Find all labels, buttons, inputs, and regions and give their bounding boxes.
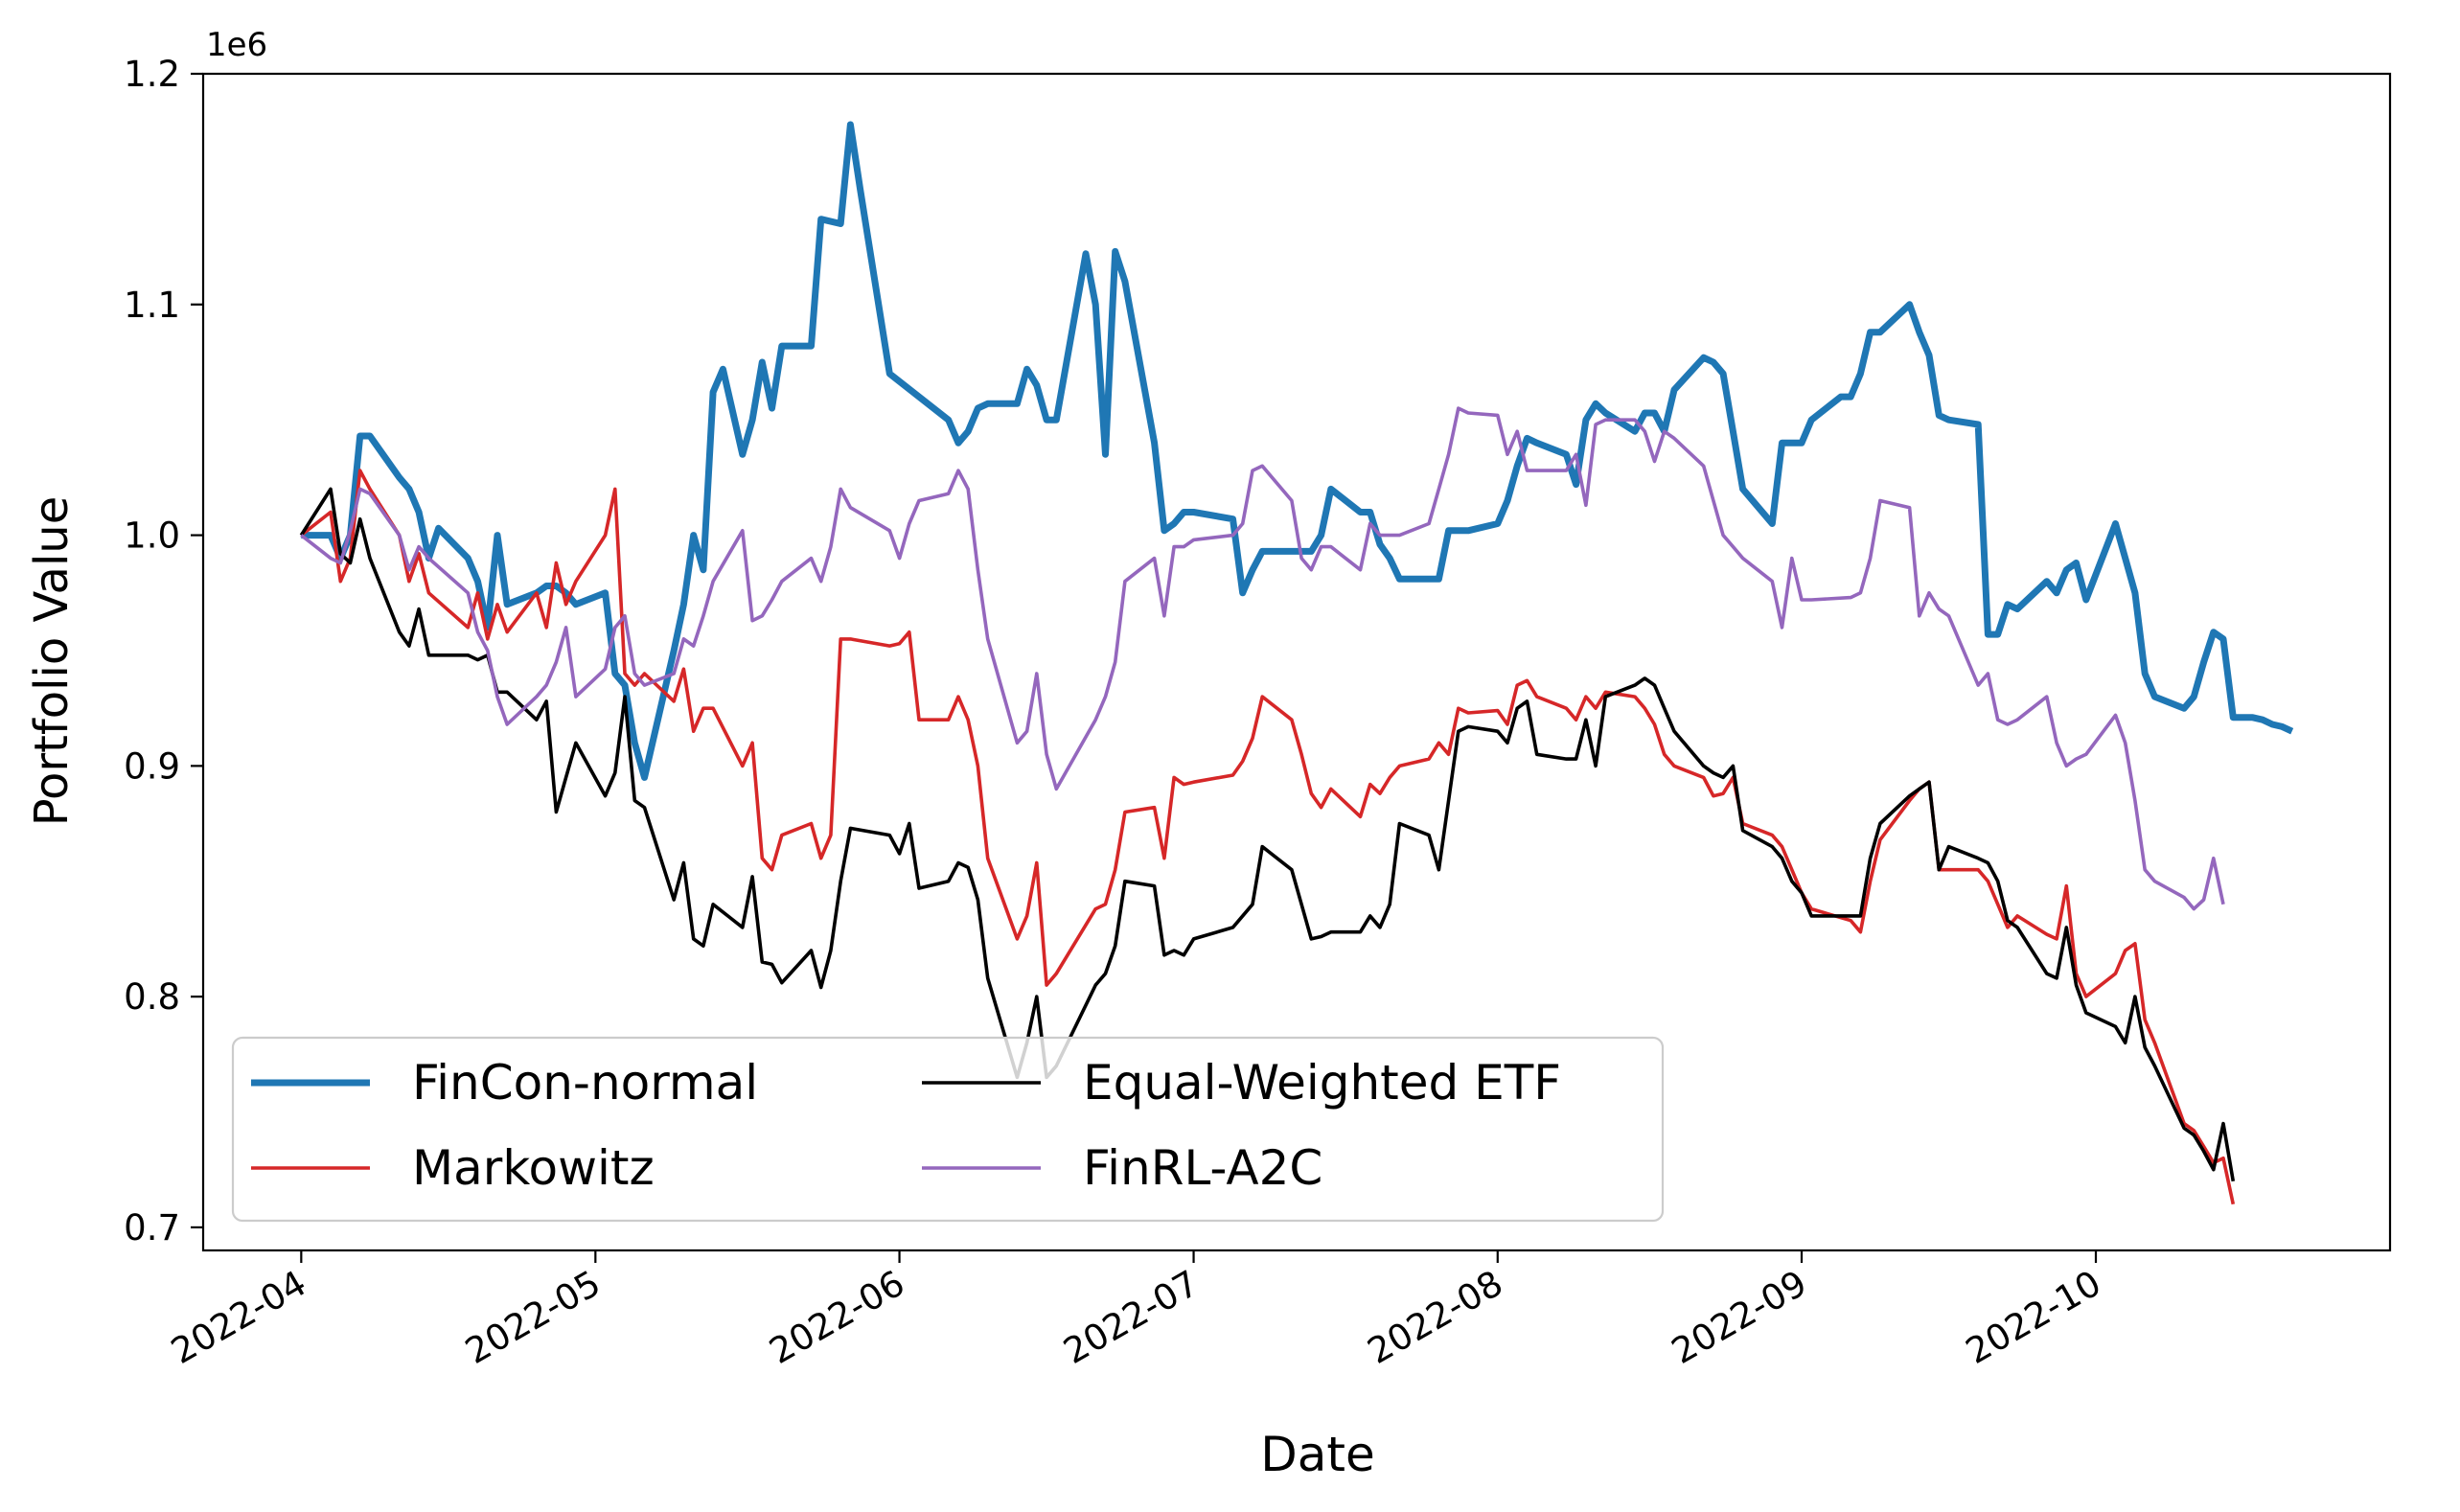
plot-frame (201, 72, 2392, 1252)
y-tick-label: 0.7 (124, 1207, 180, 1249)
y-axis: 0.7 0.8 0.9 1.0 1.1 1.2 (124, 54, 203, 1249)
y-multiplier-label: 1e6 (206, 26, 267, 64)
legend-label: Equal-Weighted ETF (1083, 1055, 1561, 1111)
series-layer (299, 121, 2294, 1205)
legend-box (231, 1036, 1665, 1223)
legend: FinCon-normal Markowitz Equal-Weighted ETF… (231, 1036, 1665, 1223)
y-tick-label: 1.1 (124, 285, 180, 326)
legend-label: FinRL-A2C (1083, 1140, 1322, 1196)
y-axis-label: Portfolio Value (25, 496, 79, 827)
series-line-equal-weighted-etf (299, 487, 2236, 1182)
legend-item-finrl-a2c: FinRL-A2C (922, 1140, 1322, 1196)
y-tick-label: 0.8 (124, 976, 180, 1018)
y-tick-label: 1.0 (124, 515, 180, 557)
x-axis-label: Date (1260, 1427, 1375, 1482)
legend-item-fincon-normal: FinCon-normal (251, 1055, 758, 1111)
legend-label: Markowitz (412, 1140, 655, 1196)
series-line-fincon-normal (301, 121, 2294, 781)
series-line-finrl-a2c (300, 406, 2225, 911)
y-tick-label: 1.2 (124, 54, 180, 95)
legend-label: FinCon-normal (412, 1055, 758, 1111)
legend-item-equal-weighted-etf: Equal-Weighted ETF (922, 1055, 1561, 1111)
legend-item-markowitz: Markowitz (251, 1140, 655, 1196)
y-tick-label: 0.9 (124, 745, 180, 787)
